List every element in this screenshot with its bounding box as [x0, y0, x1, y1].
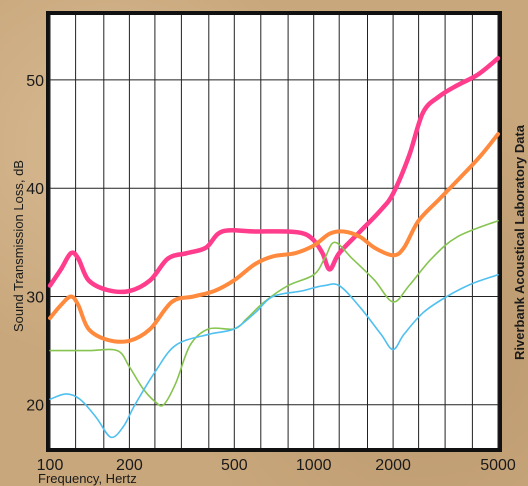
x-tick-label: 500	[221, 457, 248, 474]
y-tick-labels: 20 30 40 50	[26, 73, 44, 415]
x-tick-label: 200	[116, 457, 143, 474]
series-line-3	[49, 219, 499, 407]
x-tick-label: 2000	[375, 457, 411, 474]
x-tick-label: 1000	[296, 457, 332, 474]
y-tick-label: 50	[26, 73, 44, 90]
source-label: Riverbank Acoustical Laboratory Data	[512, 124, 527, 360]
y-tick-label: 20	[26, 398, 44, 415]
series-line-4	[49, 274, 499, 439]
series-line-1	[47, 56, 501, 295]
y-axis-label: Sound Transmission Loss, dB	[11, 160, 26, 332]
y-tick-label: 30	[26, 290, 44, 307]
series-line-2	[48, 132, 500, 344]
y-tick-label: 40	[26, 181, 44, 198]
series-lines	[47, 56, 501, 439]
x-tick-label: 5000	[480, 457, 516, 474]
x-axis-label: Frequency, Hertz	[38, 471, 137, 486]
x-tick-labels: 100 200 500 1000 2000 5000	[37, 457, 516, 474]
x-tick-label: 100	[37, 457, 64, 474]
